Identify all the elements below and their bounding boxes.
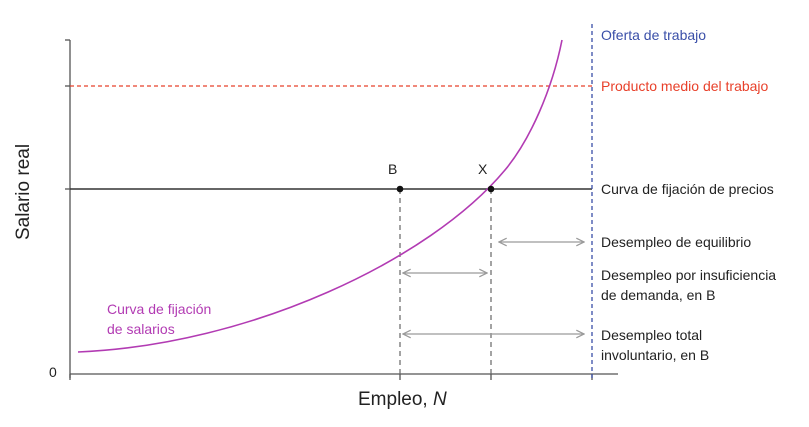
- wage-setting-label-line1: Curva de fijación: [107, 301, 211, 317]
- x-axis-title: Empleo, N: [358, 389, 447, 410]
- point-b-label: B: [388, 161, 397, 177]
- demand-unemployment-label-line2: de demanda, en B: [601, 287, 715, 303]
- avg-product-label: Producto medio del trabajo: [601, 78, 769, 94]
- total-unemployment-label-line2: involuntario, en B: [601, 347, 709, 363]
- point-x: [487, 185, 495, 193]
- x-axis-title-text: Empleo,: [358, 389, 433, 410]
- total-unemployment-label-line1: Desempleo total: [601, 327, 702, 343]
- price-setting-label: Curva de fijación de precios: [601, 181, 774, 197]
- equilibrium-unemployment-label: Desempleo de equilibrio: [601, 234, 751, 250]
- wage-setting-label-line2: de salarios: [107, 321, 175, 337]
- labor-supply-label: Oferta de trabajo: [601, 27, 706, 43]
- y-axis-title: Salario real: [13, 144, 34, 240]
- origin-label: 0: [49, 364, 57, 380]
- x-axis-title-variable: N: [433, 389, 447, 410]
- demand-unemployment-label-line1: Desempleo por insuficiencia: [601, 267, 776, 283]
- point-x-label: X: [478, 161, 488, 177]
- point-b: [396, 185, 404, 193]
- wage-setting-curve: [77, 39, 563, 353]
